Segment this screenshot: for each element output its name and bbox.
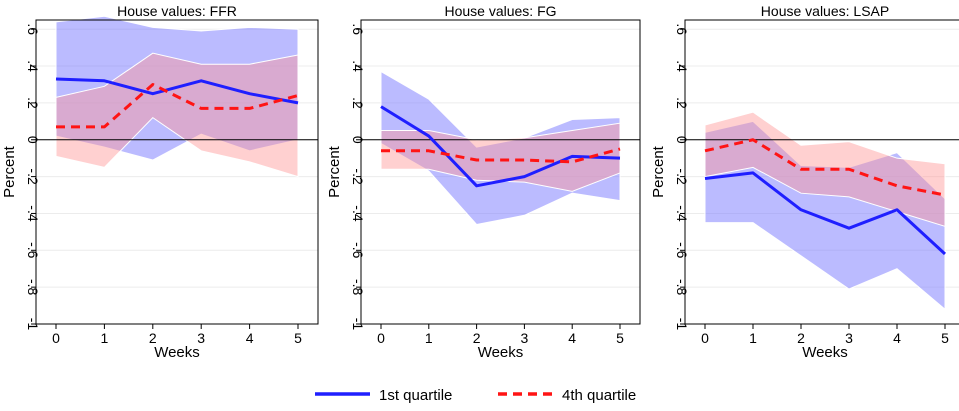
x-axis-title: Weeks <box>154 344 200 361</box>
y-tick-label: .2 <box>350 97 366 109</box>
x-tick-label: 5 <box>941 330 949 346</box>
x-tick-label: 0 <box>701 330 709 346</box>
series-line-1st-quartile <box>55 77 299 105</box>
chart-title: House values: FG <box>444 3 556 19</box>
series-line-1st-quartile <box>380 105 621 188</box>
legend-label-4th-quartile: 4th quartile <box>562 387 636 404</box>
x-tick-label: 3 <box>521 330 529 346</box>
y-tick-label: .6 <box>25 23 41 35</box>
plot-frame <box>684 19 959 325</box>
x-tick-label: 0 <box>377 330 385 346</box>
y-axis-title: Percent <box>326 145 343 198</box>
x-tick-label: 4 <box>893 330 901 346</box>
x-axis-title: Weeks <box>478 344 524 361</box>
y-tick-label: -.2 <box>25 168 41 185</box>
y-axis-title: Percent <box>650 145 667 198</box>
x-tick-label: 0 <box>52 330 60 346</box>
confidence-band-1st-quartile <box>704 120 946 311</box>
y-tick-label: -.4 <box>350 205 366 222</box>
x-axis-title: Weeks <box>802 344 848 361</box>
y-tick-label: -.6 <box>350 242 366 259</box>
y-tick-label: .2 <box>25 97 41 109</box>
y-tick-label: .6 <box>674 23 690 35</box>
y-tick-label: -.6 <box>674 242 690 259</box>
y-tick-label: -.4 <box>25 205 41 222</box>
x-tick-label: 1 <box>749 330 757 346</box>
x-tick-label: 5 <box>616 330 624 346</box>
x-tick-label: 4 <box>568 330 576 346</box>
y-axis-title: Percent <box>1 145 18 198</box>
y-tick-label: -1 <box>350 318 366 331</box>
y-tick-label: -.8 <box>25 279 41 296</box>
y-tick-label: -.6 <box>25 242 41 259</box>
x-tick-label: 3 <box>197 330 205 346</box>
x-tick-label: 2 <box>797 330 805 346</box>
plot-frame <box>360 19 641 325</box>
x-tick-label: 1 <box>101 330 109 346</box>
plot-frame <box>35 19 319 325</box>
y-tick-label: -.8 <box>350 279 366 296</box>
x-tick-label: 3 <box>845 330 853 346</box>
y-tick-label: -1 <box>674 318 690 331</box>
x-tick-label: 4 <box>246 330 254 346</box>
x-tick-label: 1 <box>425 330 433 346</box>
x-tick-label: 2 <box>473 330 481 346</box>
x-tick-label: 5 <box>294 330 302 346</box>
y-tick-label: -.8 <box>674 279 690 296</box>
panel-lsap: -1 -.8 -.6 -.4 -.2 0 .2 .4 .6 0 1 2 3 4 5 House values:… <box>650 3 959 361</box>
legend: 1st quartile 4th quartile <box>315 387 636 404</box>
series-line-1st-quartile <box>704 171 947 256</box>
y-tick-label: .4 <box>350 60 366 72</box>
y-tick-label: 0 <box>674 136 690 144</box>
y-tick-label: -.4 <box>674 205 690 222</box>
panel-ffr: -1 -.8 -.6 -.4 -.2 0 .2 .4 .6 0 1 2 3 4 5 House values:… <box>1 3 319 361</box>
y-tick-label: -.2 <box>674 168 690 185</box>
series-line-4th-quartile <box>56 82 299 129</box>
chart-title: House values: LSAP <box>761 3 889 19</box>
series-line-4th-quartile <box>381 147 621 164</box>
y-tick-label: .6 <box>350 23 366 35</box>
y-tick-label: .4 <box>674 60 690 72</box>
y-tick-label: .4 <box>25 60 41 72</box>
confidence-band-1st-quartile <box>380 70 621 226</box>
y-tick-label: 0 <box>350 136 366 144</box>
y-tick-label: -1 <box>25 318 41 331</box>
legend-label-1st-quartile: 1st quartile <box>379 387 452 404</box>
series-line-4th-quartile <box>704 138 946 197</box>
y-tick-label: -.2 <box>350 168 366 185</box>
x-tick-label: 2 <box>149 330 157 346</box>
confidence-band-4th-quartile <box>704 111 946 228</box>
y-tick-label: 0 <box>25 136 41 144</box>
chart-title: House values: FFR <box>117 3 237 19</box>
panel-fg: -1 -.8 -.6 -.4 -.2 0 .2 .4 .6 0 1 2 3 4 5 House values:… <box>326 3 641 361</box>
y-tick-label: .2 <box>674 97 690 109</box>
